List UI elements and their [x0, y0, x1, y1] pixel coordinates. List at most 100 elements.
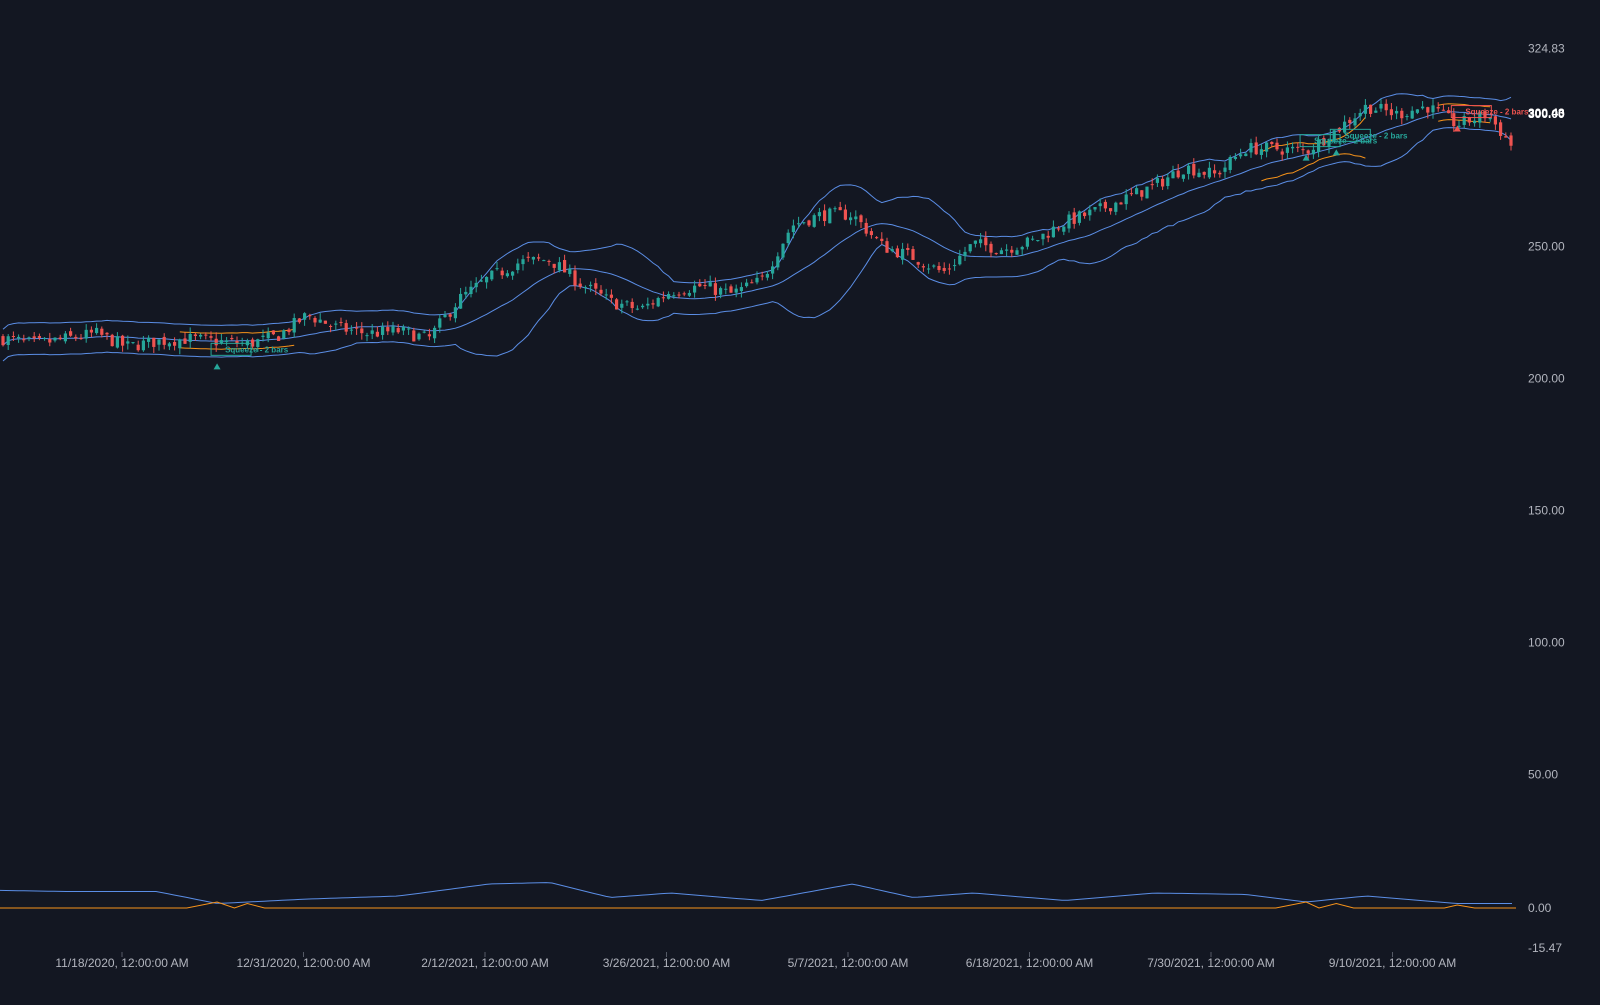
- candle[interactable]: [1363, 99, 1367, 119]
- candle[interactable]: [932, 264, 936, 269]
- candle[interactable]: [511, 271, 515, 280]
- candle[interactable]: [1239, 148, 1243, 159]
- candle[interactable]: [1270, 141, 1274, 148]
- candle[interactable]: [448, 312, 452, 321]
- candle[interactable]: [1020, 245, 1024, 256]
- candle[interactable]: [37, 333, 41, 341]
- candle[interactable]: [526, 252, 530, 262]
- candle[interactable]: [963, 246, 967, 262]
- candle[interactable]: [282, 329, 286, 340]
- candle[interactable]: [1031, 235, 1035, 241]
- candle[interactable]: [162, 333, 166, 350]
- candle[interactable]: [69, 327, 73, 337]
- candle[interactable]: [745, 278, 749, 288]
- candle[interactable]: [1046, 231, 1050, 243]
- candle[interactable]: [1384, 99, 1388, 116]
- candle[interactable]: [521, 255, 525, 271]
- candle[interactable]: [973, 240, 977, 248]
- candle[interactable]: [797, 216, 801, 229]
- candle[interactable]: [557, 257, 561, 273]
- candle[interactable]: [1509, 132, 1513, 151]
- candle[interactable]: [271, 330, 275, 336]
- candle[interactable]: [802, 221, 806, 225]
- candle[interactable]: [1114, 201, 1118, 216]
- candle[interactable]: [443, 310, 447, 318]
- candle[interactable]: [490, 270, 494, 282]
- candle[interactable]: [1275, 138, 1279, 152]
- candle[interactable]: [563, 254, 567, 273]
- candle[interactable]: [1431, 99, 1435, 119]
- candle[interactable]: [984, 231, 988, 252]
- candle[interactable]: [360, 322, 364, 340]
- candle[interactable]: [573, 265, 577, 291]
- candle[interactable]: [266, 327, 270, 343]
- candle[interactable]: [812, 213, 816, 228]
- candle[interactable]: [1083, 211, 1087, 219]
- candle[interactable]: [843, 204, 847, 221]
- candle[interactable]: [656, 296, 660, 308]
- candle[interactable]: [11, 331, 15, 342]
- candle[interactable]: [719, 286, 723, 299]
- candle[interactable]: [438, 314, 442, 333]
- candle[interactable]: [152, 337, 156, 353]
- candle[interactable]: [807, 219, 811, 227]
- candle[interactable]: [1171, 165, 1175, 179]
- candle[interactable]: [906, 243, 910, 256]
- candle[interactable]: [391, 321, 395, 336]
- candle[interactable]: [547, 259, 551, 266]
- candle[interactable]: [505, 270, 509, 278]
- candle[interactable]: [147, 335, 151, 348]
- candle[interactable]: [942, 262, 946, 274]
- candle[interactable]: [724, 283, 728, 295]
- candle[interactable]: [1296, 142, 1300, 153]
- candle[interactable]: [329, 324, 333, 333]
- candle[interactable]: [375, 326, 379, 338]
- candle[interactable]: [339, 317, 343, 327]
- candle[interactable]: [589, 281, 593, 292]
- candle[interactable]: [370, 324, 374, 340]
- candle[interactable]: [1025, 236, 1029, 250]
- candle[interactable]: [261, 329, 265, 342]
- candle[interactable]: [396, 324, 400, 334]
- candle[interactable]: [615, 298, 619, 310]
- candle[interactable]: [1249, 138, 1253, 158]
- candle[interactable]: [854, 210, 858, 226]
- candle[interactable]: [1176, 164, 1180, 179]
- candle[interactable]: [1436, 102, 1440, 112]
- candle[interactable]: [734, 284, 738, 298]
- candle[interactable]: [204, 332, 208, 340]
- candle[interactable]: [713, 277, 717, 301]
- candle[interactable]: [771, 261, 775, 280]
- candle[interactable]: [1124, 189, 1128, 210]
- candle[interactable]: [828, 207, 832, 224]
- candle[interactable]: [1265, 141, 1269, 158]
- candle[interactable]: [193, 332, 197, 341]
- candle[interactable]: [994, 252, 998, 256]
- candle[interactable]: [786, 229, 790, 247]
- candle[interactable]: [635, 305, 639, 311]
- candle[interactable]: [1228, 155, 1232, 174]
- candle[interactable]: [1353, 112, 1357, 129]
- candle[interactable]: [1041, 233, 1045, 246]
- candle[interactable]: [1389, 103, 1393, 120]
- candle[interactable]: [661, 291, 665, 303]
- candle[interactable]: [323, 320, 327, 324]
- candle[interactable]: [386, 321, 390, 336]
- candle[interactable]: [947, 263, 951, 275]
- candle[interactable]: [817, 207, 821, 222]
- candle[interactable]: [313, 316, 317, 327]
- candle[interactable]: [1421, 101, 1425, 110]
- candle[interactable]: [303, 312, 307, 326]
- candle[interactable]: [1015, 247, 1019, 256]
- candle[interactable]: [1379, 98, 1383, 112]
- candle[interactable]: [1051, 220, 1055, 238]
- candle[interactable]: [297, 318, 301, 324]
- candle[interactable]: [115, 332, 119, 349]
- candle[interactable]: [1457, 120, 1461, 130]
- candle[interactable]: [235, 336, 239, 348]
- candle[interactable]: [1317, 134, 1321, 158]
- candle[interactable]: [1447, 106, 1451, 114]
- candle[interactable]: [157, 339, 161, 351]
- candle[interactable]: [256, 338, 260, 353]
